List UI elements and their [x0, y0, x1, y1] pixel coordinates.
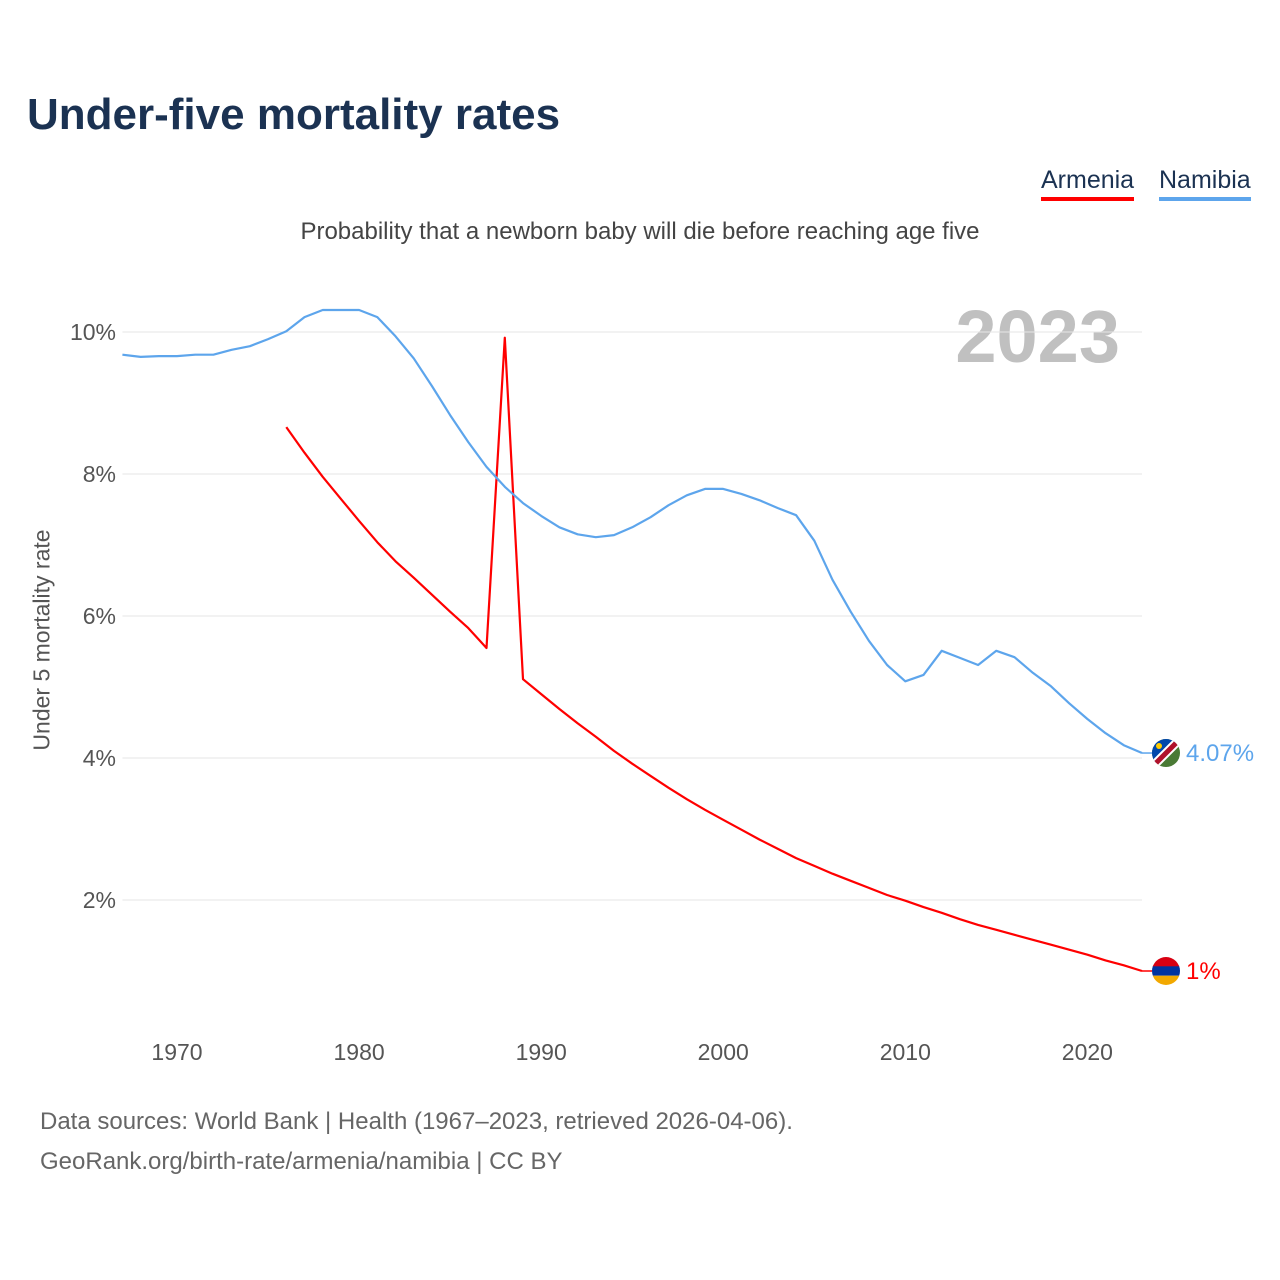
- x-tick-label: 1980: [334, 1039, 385, 1065]
- y-tick-label: 6%: [83, 603, 116, 629]
- flag-stripe: [1152, 975, 1180, 985]
- footer-sources: Data sources: World Bank | Health (1967–…: [40, 1108, 793, 1135]
- x-tick-label: 2020: [1062, 1039, 1113, 1065]
- end-value-label-armenia: 1%: [1186, 958, 1221, 985]
- flag-stripe: [1152, 966, 1180, 976]
- x-tick-label: 1970: [151, 1039, 202, 1065]
- chart-subtitle: Probability that a newborn baby will die…: [300, 218, 980, 245]
- series-line-armenia: [285, 336, 1143, 973]
- legend-item-armenia[interactable]: Armenia: [1041, 166, 1135, 201]
- y-tick-label: 10%: [70, 319, 116, 345]
- year-label: 2023: [955, 295, 1120, 378]
- flag-body: [1152, 739, 1180, 768]
- x-tick-label: 1990: [516, 1039, 567, 1065]
- x-tick-label: 2000: [698, 1039, 749, 1065]
- chart-title: Under-five mortality rates: [27, 90, 561, 139]
- flag-body: [1152, 957, 1180, 985]
- legend-item-namibia[interactable]: Namibia: [1159, 166, 1251, 201]
- x-tick-label: 2010: [880, 1039, 931, 1065]
- end-value-label-namibia: 4.07%: [1186, 740, 1254, 767]
- flag-icon-namibia: [1152, 739, 1180, 768]
- footer-attribution: GeoRank.org/birth-rate/armenia/namibia |…: [40, 1148, 563, 1175]
- y-tick-label: 8%: [83, 461, 116, 487]
- flag-stripe: [1152, 957, 1180, 967]
- flag-icon-armenia: [1152, 957, 1180, 985]
- flag-sun: [1156, 743, 1162, 750]
- y-tick-label: 4%: [83, 745, 116, 771]
- series-line-namibia: [122, 308, 1143, 755]
- y-tick-label: 2%: [83, 887, 116, 913]
